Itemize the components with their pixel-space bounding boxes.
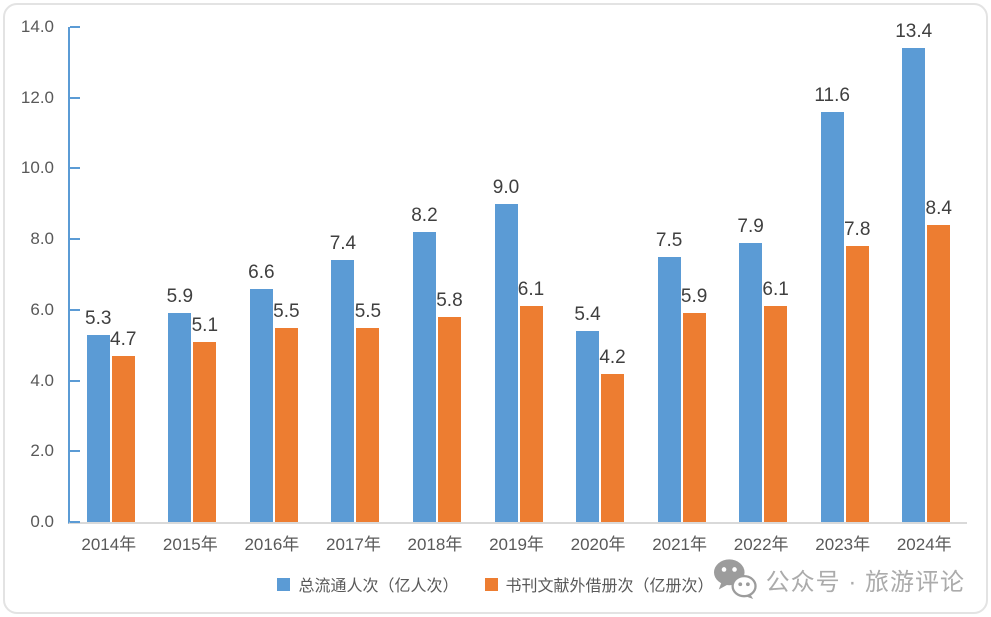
bar-value-label: 11.6 xyxy=(814,84,850,106)
bar-series1: 9.0 xyxy=(493,177,519,522)
bar-series1: 5.9 xyxy=(167,286,193,522)
bar-value-label: 13.4 xyxy=(895,21,933,43)
bar-value-label: 9.0 xyxy=(492,176,520,198)
bar-series1: 7.5 xyxy=(656,230,682,522)
bar-series2: 5.5 xyxy=(273,301,300,522)
bar-value-label: 7.9 xyxy=(737,215,764,237)
bar-series2: 4.2 xyxy=(599,347,626,522)
bar-series2: 5.9 xyxy=(681,286,707,522)
legend-swatch xyxy=(484,577,498,591)
bar-value-label: 5.5 xyxy=(354,300,382,322)
y-tick-label: 8.0 xyxy=(30,229,54,249)
bar-value-label: 5.1 xyxy=(191,314,219,336)
bar-group: 7.4 5.5 xyxy=(315,27,397,522)
y-tick-label: 10.0 xyxy=(20,158,54,178)
x-tick-label: 2019年 xyxy=(489,535,544,554)
bar-value-label: 7.5 xyxy=(655,229,683,251)
y-tick-mark xyxy=(70,308,80,311)
y-tick-mark xyxy=(70,96,80,99)
bar-value-label: 6.1 xyxy=(762,279,789,301)
x-tick-label: 2016年 xyxy=(244,535,300,554)
bar-value-label: 5.5 xyxy=(273,300,300,322)
x-tick-label: 2023年 xyxy=(815,535,871,554)
x-tick-label: 2021年 xyxy=(652,535,708,554)
bar-series1: 5.4 xyxy=(574,304,601,522)
bar-series1: 13.4 xyxy=(895,21,932,522)
x-tick-label: 2014年 xyxy=(81,535,137,554)
bar-value-label: 5.3 xyxy=(85,307,112,329)
bar-series1: 7.9 xyxy=(737,216,764,522)
bar-series2: 8.4 xyxy=(926,198,952,522)
x-tick-label: 2024年 xyxy=(896,535,952,554)
bar-series1: 6.6 xyxy=(248,262,275,522)
x-tick-label: 2020年 xyxy=(570,535,626,554)
bar-group: 7.9 6.1 xyxy=(722,27,804,522)
bar-series2: 7.8 xyxy=(844,219,870,522)
bar-value-label: 4.7 xyxy=(110,328,137,350)
bar-group: 8.2 5.8 xyxy=(396,27,478,522)
bar-value-label: 5.9 xyxy=(166,286,194,308)
y-tick-label: 2.0 xyxy=(30,441,54,461)
bar-group: 13.4 8.4 xyxy=(885,21,967,522)
legend-item-series1: 总流通人次（亿人次） xyxy=(277,572,459,596)
bar-series2: 5.1 xyxy=(192,315,218,522)
bar-groups: 5.3 4.7 5.9 5.1 6.6 5.5 7.4 5.5 8.2 5.8 9.0 6.1 5.4 4… xyxy=(70,21,967,522)
y-tick-label: 14.0 xyxy=(20,17,54,36)
bar-group: 6.6 5.5 xyxy=(233,27,315,522)
bar-group: 11.6 7.8 xyxy=(804,27,886,522)
legend-item-series2: 书刊文献外借册次（亿册次） xyxy=(484,572,714,596)
bar-group: 7.5 5.9 xyxy=(641,27,723,522)
y-tick-label: 4.0 xyxy=(30,370,54,390)
y-tick-mark xyxy=(70,521,80,523)
bar-value-label: 4.2 xyxy=(599,346,626,368)
y-tick-label: 12.0 xyxy=(20,87,54,107)
bar-value-label: 5.4 xyxy=(574,304,601,326)
bar-value-label: 7.8 xyxy=(843,219,871,241)
chart-legend: 总流通人次（亿人次） 书刊文献外借册次（亿册次） xyxy=(0,572,991,596)
y-tick-mark xyxy=(70,379,80,382)
bar-series1: 5.3 xyxy=(85,308,111,522)
x-tick-label: 2015年 xyxy=(162,535,218,554)
bar-value-label: 5.8 xyxy=(436,289,463,311)
legend-label: 总流通人次（亿人次） xyxy=(298,578,459,595)
bar-series2: 4.7 xyxy=(110,329,136,522)
y-axis-labels: 0.0 2.0 4.0 6.0 8.0 10.0 12.0 14.0 xyxy=(0,17,60,531)
bar-value-label: 6.6 xyxy=(248,261,275,283)
bar-group: 5.4 4.2 xyxy=(559,27,641,522)
x-axis-labels: 2014年 2015年 2016年 2017年 2018年 2019年 2020年 2021年… xyxy=(68,530,965,555)
bar-group: 5.9 5.1 xyxy=(152,27,234,522)
y-tick-mark xyxy=(70,450,80,453)
bar-value-label: 8.4 xyxy=(925,198,952,219)
y-tick-mark xyxy=(70,26,80,28)
legend-label: 书刊文献外借册次（亿册次） xyxy=(505,578,714,595)
bar-value-label: 5.9 xyxy=(680,286,708,308)
y-tick-label: 6.0 xyxy=(30,299,54,319)
bar-series2: 5.8 xyxy=(436,290,463,522)
bar-series2: 6.1 xyxy=(518,279,544,522)
bar-group: 5.3 4.7 xyxy=(70,27,152,522)
y-tick-mark xyxy=(70,238,80,241)
bar-value-label: 6.1 xyxy=(517,279,545,301)
y-tick-mark xyxy=(70,167,80,170)
x-tick-label: 2017年 xyxy=(326,535,381,554)
wechat-icon xyxy=(712,558,758,600)
bar-series1: 11.6 xyxy=(814,85,850,522)
bar-series1: 8.2 xyxy=(411,205,438,522)
watermark: 公众号 · 旅游评论 xyxy=(712,558,965,600)
watermark-text: 公众号 · 旅游评论 xyxy=(765,568,965,596)
plot-area: 5.3 4.7 5.9 5.1 6.6 5.5 7.4 5.5 8.2 5.8 9.0 6.1 5.4 4… xyxy=(68,21,967,524)
x-tick-label: 2018年 xyxy=(407,535,463,554)
y-tick-label: 0.0 xyxy=(30,512,54,531)
bar-series2: 5.5 xyxy=(355,301,381,522)
x-tick-label: 2022年 xyxy=(733,535,789,554)
legend-swatch xyxy=(277,577,291,591)
bar-group: 9.0 6.1 xyxy=(478,27,560,522)
bar-series1: 7.4 xyxy=(330,233,356,522)
bar-value-label: 7.4 xyxy=(329,233,357,255)
bar-value-label: 8.2 xyxy=(411,205,438,227)
bar-series2: 6.1 xyxy=(762,279,789,522)
